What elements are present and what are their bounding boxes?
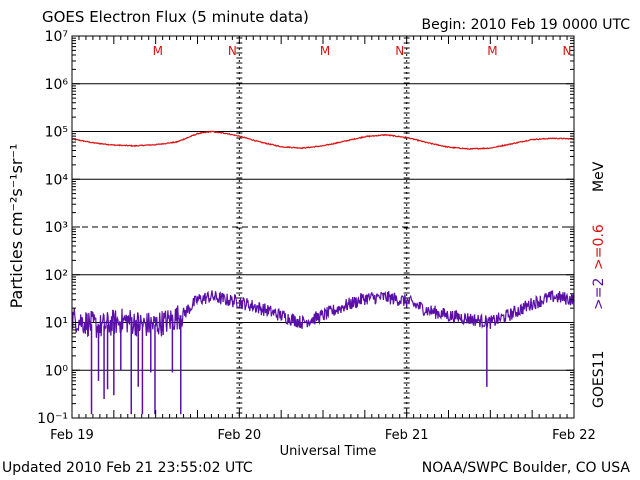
x-tick-label: Feb 19 bbox=[50, 428, 94, 443]
y-tick-label: 10⁵ bbox=[45, 125, 68, 141]
y-tick-label: 10¹ bbox=[45, 316, 68, 332]
chart-title: GOES Electron Flux (5 minute data) bbox=[42, 8, 309, 26]
y-axis-title: Particles cm⁻²s⁻¹sr⁻¹ bbox=[7, 144, 26, 309]
updated-time: Updated 2010 Feb 21 23:55:02 UTC bbox=[2, 460, 253, 476]
legend-energy-2: >=2 bbox=[591, 278, 607, 310]
x-axis-title: Universal Time bbox=[280, 444, 377, 459]
legend-unit: MeV bbox=[591, 161, 607, 192]
x-tick-label: Feb 21 bbox=[385, 428, 429, 443]
marker-n: N bbox=[228, 44, 237, 58]
begin-time: Begin: 2010 Feb 19 0000 UTC bbox=[421, 17, 630, 33]
day-dividers bbox=[236, 36, 410, 418]
x-tick-label: Feb 22 bbox=[552, 428, 596, 443]
y-tick-label: 10⁷ bbox=[45, 29, 68, 45]
legend-energy-06: >=0.6 bbox=[591, 224, 607, 270]
marker-m: M bbox=[153, 44, 163, 58]
right-legend: >=2 >=0.6 MeV GOES11 bbox=[591, 161, 607, 408]
series-line-ge0p6mev bbox=[71, 130, 575, 151]
marker-m: M bbox=[487, 44, 497, 58]
marker-n: N bbox=[563, 44, 572, 58]
credit-text: NOAA/SWPC Boulder, CO USA bbox=[421, 460, 630, 476]
series-line-ge2mev bbox=[71, 290, 575, 338]
y-tick-label: 10⁶ bbox=[45, 77, 69, 93]
y-tick-label: 10⁻¹ bbox=[37, 411, 68, 427]
y-tick-label: 10² bbox=[45, 268, 68, 284]
y-tick-label: 10³ bbox=[45, 220, 68, 236]
axis-ticks bbox=[71, 35, 575, 419]
marker-m: M bbox=[320, 44, 330, 58]
series-layer bbox=[71, 130, 575, 415]
y-tick-label: 10⁴ bbox=[45, 172, 69, 188]
axis-labels: 10⁻¹ 10⁰ 10¹ 10² 10³ 10⁴ 10⁵ 10⁶ 10⁷ Feb 19 Feb 20… bbox=[37, 29, 596, 443]
x-tick-label: Feb 20 bbox=[217, 428, 261, 443]
legend-satellite: GOES11 bbox=[591, 351, 607, 408]
marker-n: N bbox=[395, 44, 404, 58]
y-tick-label: 10⁰ bbox=[45, 363, 69, 379]
